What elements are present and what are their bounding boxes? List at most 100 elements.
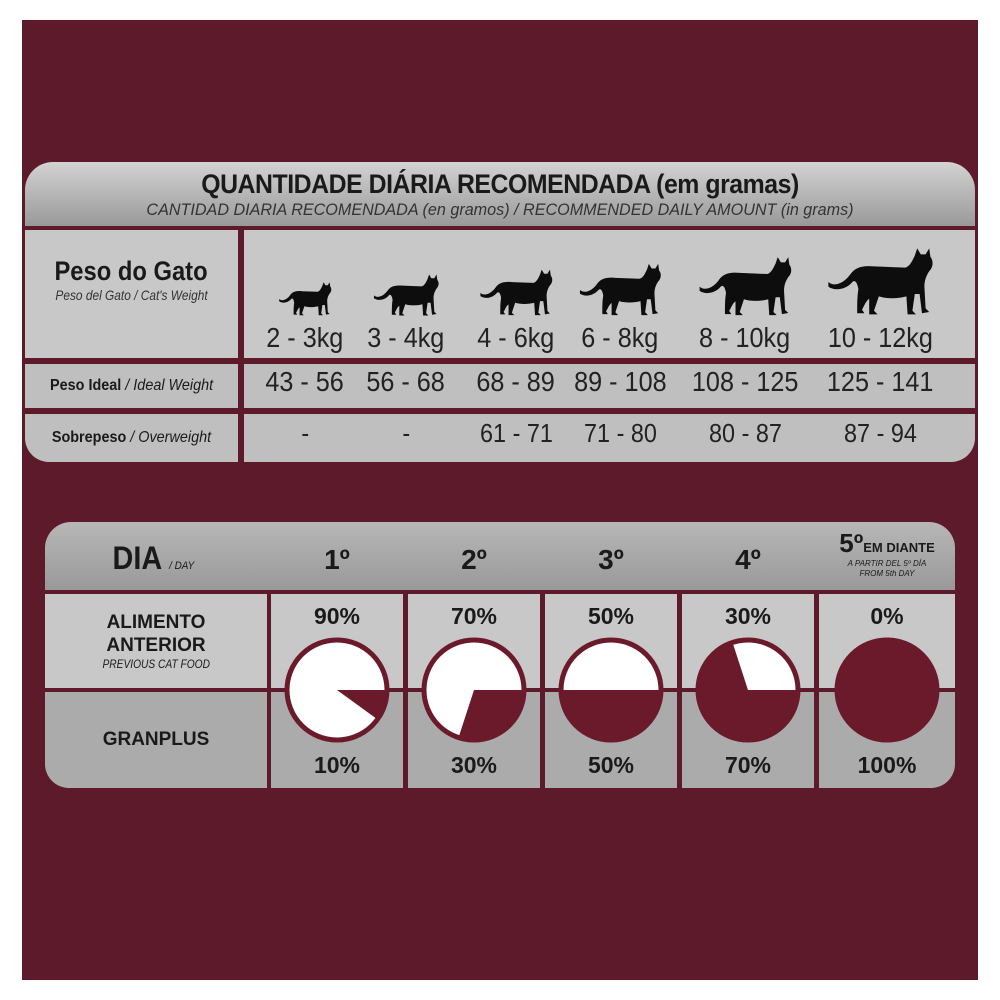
ideal-weight-label-cell: Peso Ideal / Ideal Weight (25, 364, 238, 408)
previous-food-percent: 0% (870, 603, 904, 629)
overweight-amount: 87 - 94 (843, 418, 917, 448)
granplus-percent: 30% (450, 752, 498, 778)
previous-food-label-cell: ALIMENTO ANTERIOR PREVIOUS CAT FOOD (45, 594, 267, 688)
previous-food-label-1: ALIMENTO (106, 612, 206, 633)
day-5-header: 5ºEM DIANTE A PARTIR DEL 5º DÍA FROM 5th… (819, 528, 955, 579)
cat-silhouette-icon (373, 274, 439, 316)
day-label-en: / DAY (169, 560, 195, 572)
cat-weight-sublabel: Peso del Gato / Cat's Weight (55, 286, 208, 303)
ideal-weight-cell: 43 - 56 (235, 366, 375, 398)
cat-weight-column: 2 - 3kg (235, 236, 375, 354)
pie-outline (421, 637, 527, 743)
ideal-amount: 89 - 108 (573, 366, 667, 397)
day-number: 3º (598, 544, 624, 575)
cat-silhouette-icon (480, 269, 553, 316)
overweight-label-en: / Overweight (130, 429, 212, 446)
cat-silhouette-icon (828, 248, 933, 315)
cat-weight-column: 4 - 6kg (446, 236, 586, 354)
ideal-amount: 56 - 68 (366, 366, 446, 397)
overweight-amount: 71 - 80 (583, 418, 657, 448)
previous-food-percent: 90% (313, 603, 361, 629)
cat-weight-column: 3 - 4kg (336, 236, 476, 354)
overweight-cell: 80 - 87 (675, 418, 815, 449)
cat-weight-range: 10 - 12kg (827, 322, 933, 353)
cat-weight-label-cell: Peso do Gato Peso del Gato / Cat's Weigh… (25, 230, 238, 358)
previous-food-percent: 30% (724, 603, 772, 629)
ideal-weight-cell: 68 - 89 (446, 366, 586, 398)
overweight-cell: 61 - 71 (446, 418, 586, 449)
cat-silhouette-icon (579, 263, 661, 316)
pie-granplus-slice (458, 690, 524, 740)
pie-granplus-slice (561, 690, 661, 740)
transition-pie (695, 637, 801, 743)
ideal-amount: 43 - 56 (265, 366, 345, 397)
ideal-weight-label-en: / Ideal Weight (125, 377, 214, 394)
overweight-cell: - (336, 418, 476, 449)
cat-silhouette-icon (279, 282, 332, 316)
ideal-amount: 68 - 89 (476, 366, 556, 397)
cat-weight-column: 6 - 8kg (550, 236, 690, 354)
pie-outline (284, 637, 390, 743)
granplus-percent: 10% (313, 752, 361, 778)
transition-pie (284, 637, 390, 743)
overweight-amount: - (402, 418, 410, 448)
ideal-weight-cell: 56 - 68 (336, 366, 476, 398)
overweight-row (244, 414, 975, 462)
overweight-cell: 71 - 80 (550, 418, 690, 449)
ideal-amount: 125 - 141 (826, 366, 934, 397)
daily-amount-title: QUANTIDADE DIÁRIA RECOMENDADA (em gramas… (201, 169, 799, 199)
overweight-cell: 87 - 94 (810, 418, 950, 449)
previous-food-percent: 50% (587, 603, 635, 629)
overweight-label-cell: Sobrepeso / Overweight (25, 414, 238, 462)
day-5-en: FROM 5th DAY (859, 569, 915, 578)
previous-food-label-2: ANTERIOR (106, 635, 206, 656)
day-number: 1º (324, 544, 350, 575)
cat-weight-range: 4 - 6kg (477, 322, 555, 353)
granplus-percent: 70% (724, 752, 772, 778)
overweight-amount: 80 - 87 (708, 418, 782, 448)
transition-pie (421, 637, 527, 743)
pie-granplus-slice (337, 690, 387, 720)
daily-amount-subtitle: CANTIDAD DIARIA RECOMENDADA (en gramos) … (146, 200, 854, 219)
ideal-weight-cell: 89 - 108 (550, 366, 690, 398)
cat-weight-label: Peso do Gato (54, 255, 209, 286)
pie-outline (695, 637, 801, 743)
transition-pie (834, 637, 940, 743)
cat-silhouette-icon (699, 256, 792, 315)
granplus-percent: 100% (857, 752, 917, 778)
granplus-label: GRANPLUS (102, 729, 210, 750)
overweight-cell: - (235, 418, 375, 449)
cat-weight-column: 10 - 12kg (810, 236, 950, 354)
cat-weight-range: 6 - 8kg (581, 322, 659, 353)
pie-granplus-slice (837, 640, 937, 740)
day-label: DIA / DAY (113, 540, 195, 577)
day-5-suffix: EM DIANTE (863, 540, 935, 555)
cat-weight-column: 8 - 10kg (675, 236, 815, 354)
granplus-label-cell: GRANPLUS (45, 692, 267, 788)
transition-header (45, 522, 955, 590)
day-number: 2º (461, 544, 487, 575)
pie-outline (558, 637, 664, 743)
day-number: 4º (735, 544, 761, 575)
ideal-amount: 108 - 125 (691, 366, 799, 397)
cat-weight-range: 8 - 10kg (699, 322, 791, 353)
previous-food-label-en: PREVIOUS CAT FOOD (102, 657, 210, 671)
pie-granplus-slice (698, 642, 798, 741)
previous-food-percent: 70% (450, 603, 498, 629)
transition-pie (558, 637, 664, 743)
day-5-es: A PARTIR DEL 5º DÍA (847, 559, 927, 568)
overweight-label: Sobrepeso (51, 429, 127, 446)
day-number: 5º (839, 528, 864, 558)
granplus-percent: 50% (587, 752, 635, 778)
ideal-weight-cell: 108 - 125 (675, 366, 815, 398)
ideal-weight-row (244, 364, 975, 408)
ideal-weight-cell: 125 - 141 (810, 366, 950, 398)
pie-outline (834, 637, 940, 743)
daily-amount-header: QUANTIDADE DIÁRIA RECOMENDADA (em gramas… (25, 162, 975, 226)
ideal-weight-label: Peso Ideal (49, 377, 122, 394)
day-label-text: DIA (112, 540, 162, 576)
cat-weight-range: 3 - 4kg (367, 322, 445, 353)
overweight-amount: 61 - 71 (479, 418, 553, 448)
cat-weight-range: 2 - 3kg (266, 322, 344, 353)
overweight-amount: - (301, 418, 309, 448)
